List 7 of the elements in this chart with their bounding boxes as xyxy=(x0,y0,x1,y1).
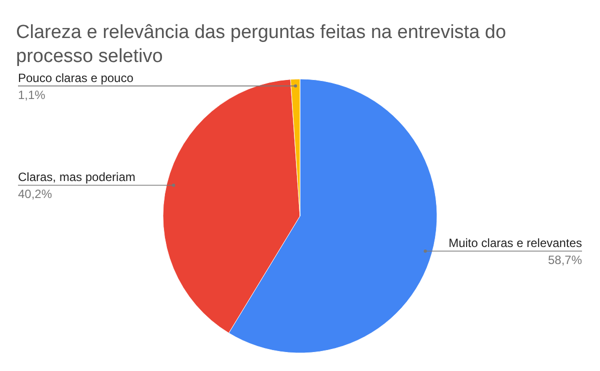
data-label: 1,1% xyxy=(18,88,46,102)
chart-title: Clareza e relevância das perguntas feitas na entrevista do processo seletivo xyxy=(16,22,506,67)
data-label: 58,7% xyxy=(548,253,582,268)
data-label: 40,2% xyxy=(18,187,52,202)
slice-label: Muito claras e relevantes xyxy=(448,236,582,250)
slice-label: Pouco claras e pouco xyxy=(18,70,134,85)
slice-label: Claras, mas poderiam xyxy=(18,170,136,184)
